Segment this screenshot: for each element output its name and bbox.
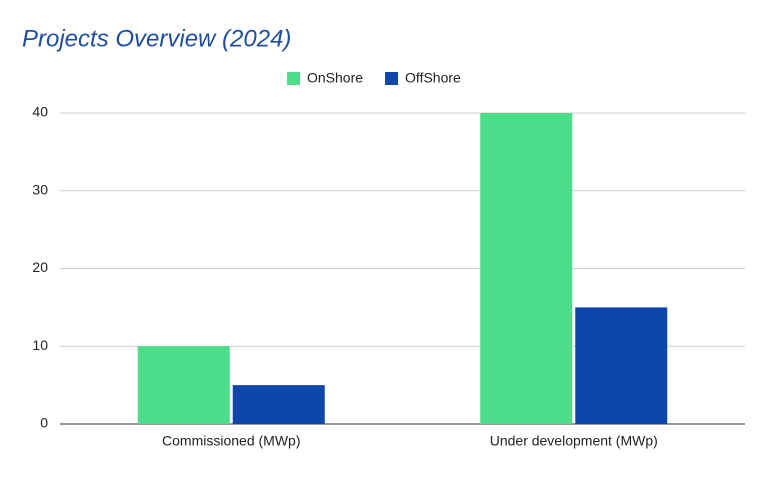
- legend-swatch: [385, 72, 399, 85]
- x-tick-label: Commissioned (MWp): [162, 433, 300, 449]
- chart-title: Projects Overview (2024): [22, 25, 291, 52]
- legend-label: OffShore: [405, 70, 461, 86]
- y-tick-label: 40: [32, 104, 48, 120]
- legend-swatch: [287, 72, 300, 85]
- x-tick-label: Under development (MWp): [490, 433, 658, 449]
- y-tick-label: 0: [40, 415, 48, 431]
- y-tick-label: 20: [32, 259, 48, 275]
- y-tick-label: 10: [32, 337, 48, 353]
- bar: [232, 385, 325, 424]
- legend-label: OnShore: [307, 70, 363, 86]
- bar: [137, 346, 230, 424]
- bar: [575, 307, 668, 424]
- bar: [480, 113, 573, 424]
- y-tick-label: 30: [32, 181, 48, 197]
